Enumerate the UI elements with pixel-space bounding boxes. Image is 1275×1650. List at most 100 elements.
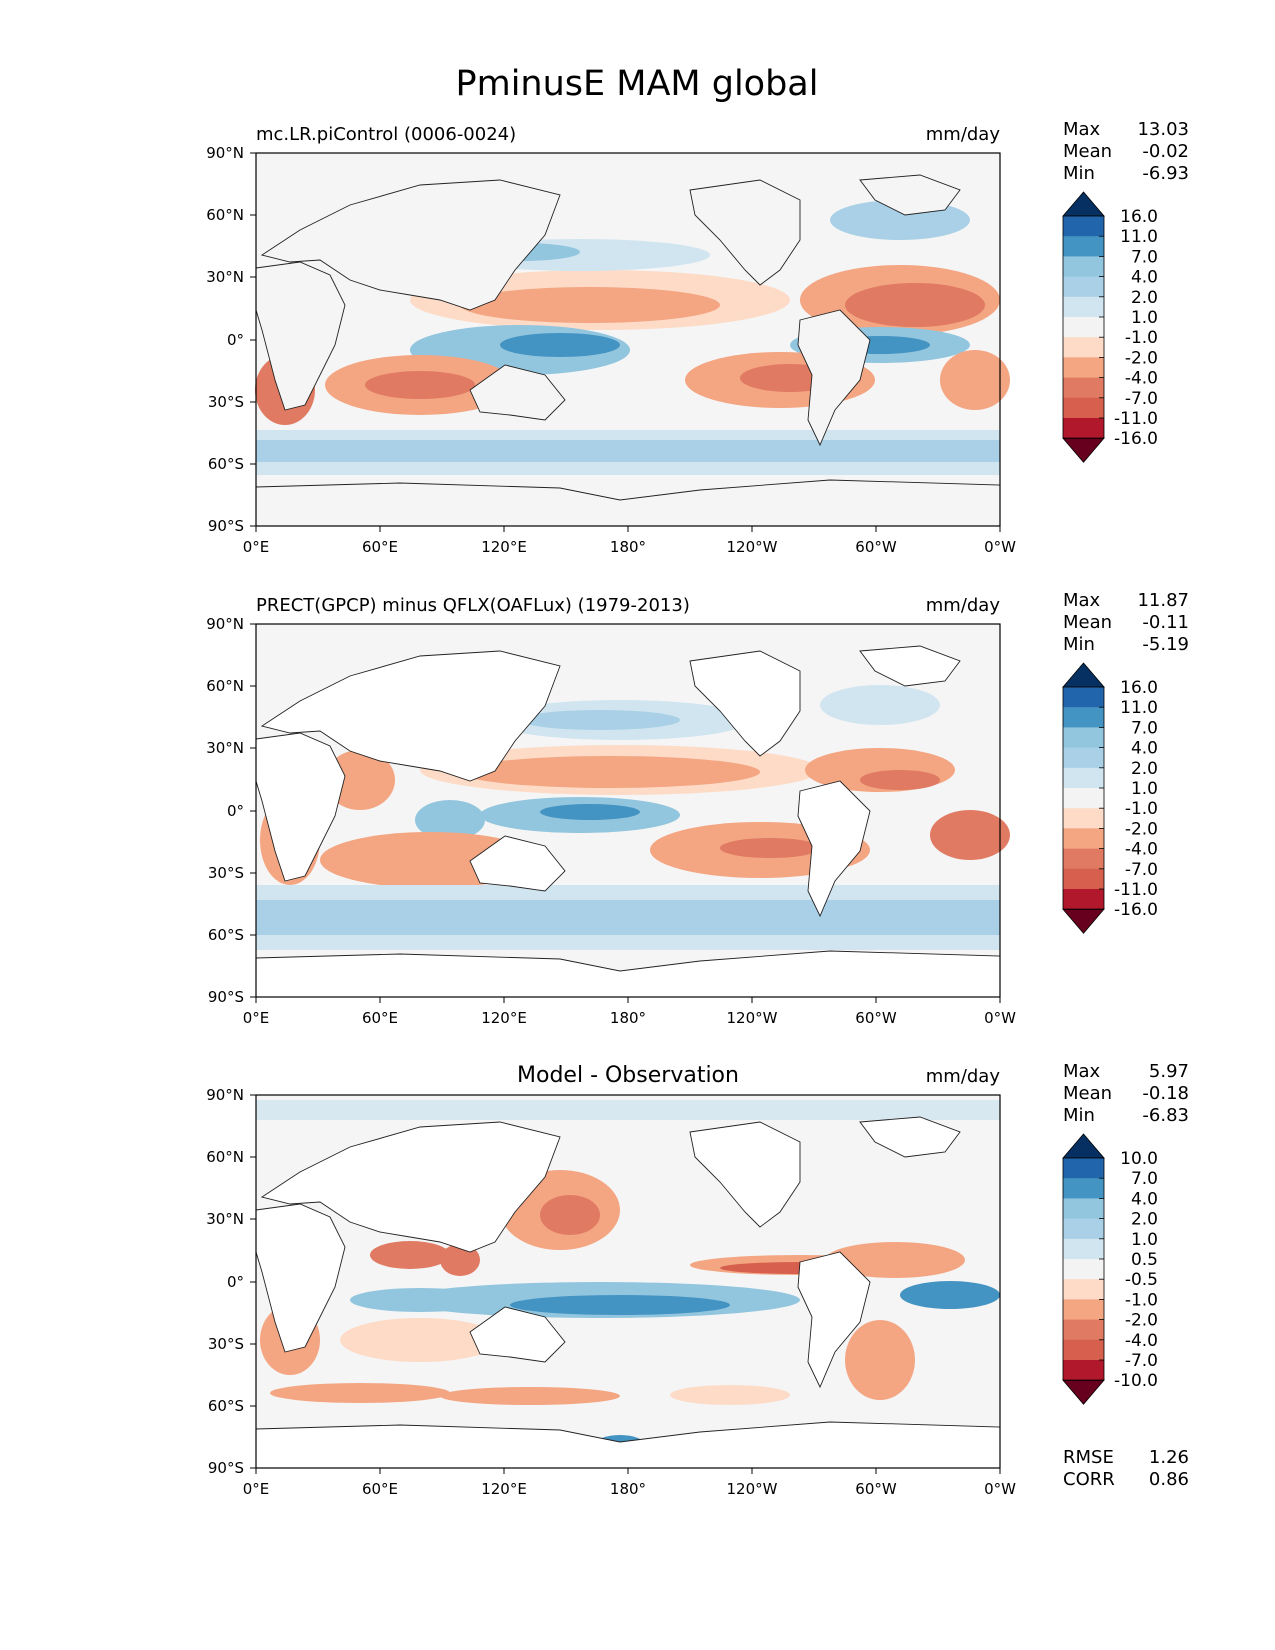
panel-2-ytick: 90°S — [208, 988, 256, 1006]
svg-text:60°S: 60°S — [208, 455, 244, 473]
colorbar-label: -7.0 — [1125, 389, 1158, 409]
colorbar-label: -10.0 — [1114, 1371, 1158, 1391]
stat-label: Min — [1063, 634, 1095, 655]
panel-2-xtick: 120°E — [481, 997, 527, 1027]
colorbar-cell — [1063, 236, 1104, 257]
colorbar-label: 4.0 — [1131, 739, 1158, 759]
colorbar-label: -11.0 — [1114, 409, 1158, 429]
panel-3-continents — [255, 1116, 1001, 1469]
panel-1-xtick: 60°W — [855, 526, 897, 556]
svg-text:120°W: 120°W — [727, 1480, 778, 1498]
svg-text:0°: 0° — [227, 1273, 244, 1291]
panel-2-xtick: 60°W — [855, 997, 897, 1027]
colorbar-cell — [1063, 1158, 1104, 1179]
colorbar-cell — [1063, 848, 1104, 870]
colorbar-cell — [1063, 687, 1104, 708]
stat-label: Min — [1063, 1105, 1095, 1126]
stat-value: -0.11 — [1142, 612, 1189, 633]
panel-2-xtick: 180° — [610, 997, 646, 1027]
colorbar-extend-top — [1062, 1133, 1105, 1159]
colorbar-label: 2.0 — [1131, 1210, 1158, 1230]
stat-label: Mean — [1063, 1083, 1112, 1104]
svg-text:0°W: 0°W — [984, 1480, 1016, 1498]
colorbar-extend-bottom — [1062, 908, 1105, 934]
svg-text:60°S: 60°S — [208, 926, 244, 944]
stat-value: -0.18 — [1142, 1083, 1189, 1104]
panel-1-colorbar: 16.011.07.04.02.01.0-1.0-2.0-4.0-7.0-11.… — [1062, 191, 1158, 463]
panel-3-ytick: 90°S — [208, 1459, 256, 1477]
svg-text:0°E: 0°E — [243, 1009, 270, 1027]
svg-text:0°: 0° — [227, 331, 244, 349]
svg-text:30°N: 30°N — [206, 1210, 244, 1228]
panel-1-ytick: 30°N — [206, 268, 256, 286]
colorbar-label: -4.0 — [1125, 1331, 1158, 1351]
colorbar-label: -7.0 — [1125, 860, 1158, 880]
panel-2-ytick: 60°N — [206, 677, 256, 695]
colorbar-label: -7.0 — [1125, 1351, 1158, 1371]
colorbar-label: -16.0 — [1114, 900, 1158, 920]
stat-value: -6.83 — [1142, 1105, 1189, 1126]
svg-text:0°W: 0°W — [984, 1009, 1016, 1027]
colorbar-cell — [1063, 1360, 1104, 1381]
colorbar-label: 1.0 — [1131, 779, 1158, 799]
svg-text:120°E: 120°E — [481, 1480, 527, 1498]
svg-text:90°S: 90°S — [208, 517, 244, 535]
svg-text:60°S: 60°S — [208, 1397, 244, 1415]
svg-text:120°W: 120°W — [727, 1009, 778, 1027]
colorbar-cell — [1063, 1218, 1104, 1240]
svg-text:90°S: 90°S — [208, 1459, 244, 1477]
colorbar-cell — [1063, 1178, 1104, 1199]
colorbar-label: -4.0 — [1125, 369, 1158, 389]
svg-text:60°E: 60°E — [362, 1009, 398, 1027]
panel-1-units: mm/day — [926, 124, 1001, 145]
panel-1-xtick: 180° — [610, 526, 646, 556]
colorbar-cell — [1063, 1198, 1104, 1219]
panel-2-ytick: 30°N — [206, 739, 256, 757]
corr-value: 0.86 — [1149, 1469, 1189, 1490]
panel-3-xtick: 120°W — [727, 1468, 778, 1498]
panel-2-ytick: 0° — [227, 802, 256, 820]
svg-text:60°N: 60°N — [206, 206, 244, 224]
panel-3-ytick: 0° — [227, 1273, 256, 1291]
colorbar-cell — [1063, 767, 1104, 789]
colorbar-cell — [1063, 397, 1104, 419]
panel-1-map — [255, 152, 1010, 527]
colorbar-label: 0.5 — [1131, 1250, 1158, 1270]
figure-title: PminusE MAM global — [456, 64, 819, 104]
colorbar-frame — [1062, 686, 1105, 910]
colorbar-label: -2.0 — [1125, 819, 1158, 839]
panel-3: Model - Observation mm/day — [206, 1061, 1189, 1498]
panel-2-continents — [255, 645, 1001, 998]
panel-3-xtick: 180° — [610, 1468, 646, 1498]
stat-label: Max — [1063, 1061, 1101, 1082]
corr-label: CORR — [1063, 1469, 1115, 1490]
colorbar-extend-bottom — [1062, 437, 1105, 463]
svg-text:60°N: 60°N — [206, 677, 244, 695]
svg-text:0°E: 0°E — [243, 538, 270, 556]
svg-text:60°E: 60°E — [362, 538, 398, 556]
stat-label: Mean — [1063, 141, 1112, 162]
colorbar-cell — [1063, 377, 1104, 399]
colorbar-cell — [1063, 889, 1104, 910]
svg-text:60°W: 60°W — [855, 538, 897, 556]
panel-1-ytick: 60°S — [208, 455, 256, 473]
svg-text:120°W: 120°W — [727, 538, 778, 556]
panel-2-ytick: 90°N — [206, 615, 256, 633]
stat-value: 5.97 — [1149, 1061, 1189, 1082]
svg-text:60°W: 60°W — [855, 1009, 897, 1027]
svg-text:60°E: 60°E — [362, 1480, 398, 1498]
panel-1-ytick: 30°S — [208, 393, 256, 411]
colorbar-cell — [1063, 808, 1104, 829]
panel-1-xtick: 0°W — [984, 526, 1016, 556]
panel-1-xtick: 120°W — [727, 526, 778, 556]
svg-text:0°E: 0°E — [243, 1480, 270, 1498]
colorbar-cell — [1063, 1259, 1104, 1280]
panel-2-colorbar: 16.011.07.04.02.01.0-1.0-2.0-4.0-7.0-11.… — [1062, 662, 1158, 934]
panel-1-ytick: 0° — [227, 331, 256, 349]
colorbar-cell — [1063, 418, 1104, 439]
panel-2-xtick: 0°E — [243, 997, 270, 1027]
colorbar-extend-bottom — [1062, 1379, 1105, 1405]
svg-text:30°N: 30°N — [206, 268, 244, 286]
colorbar-label: -16.0 — [1114, 429, 1158, 449]
panel-1-xtick: 0°E — [243, 526, 270, 556]
